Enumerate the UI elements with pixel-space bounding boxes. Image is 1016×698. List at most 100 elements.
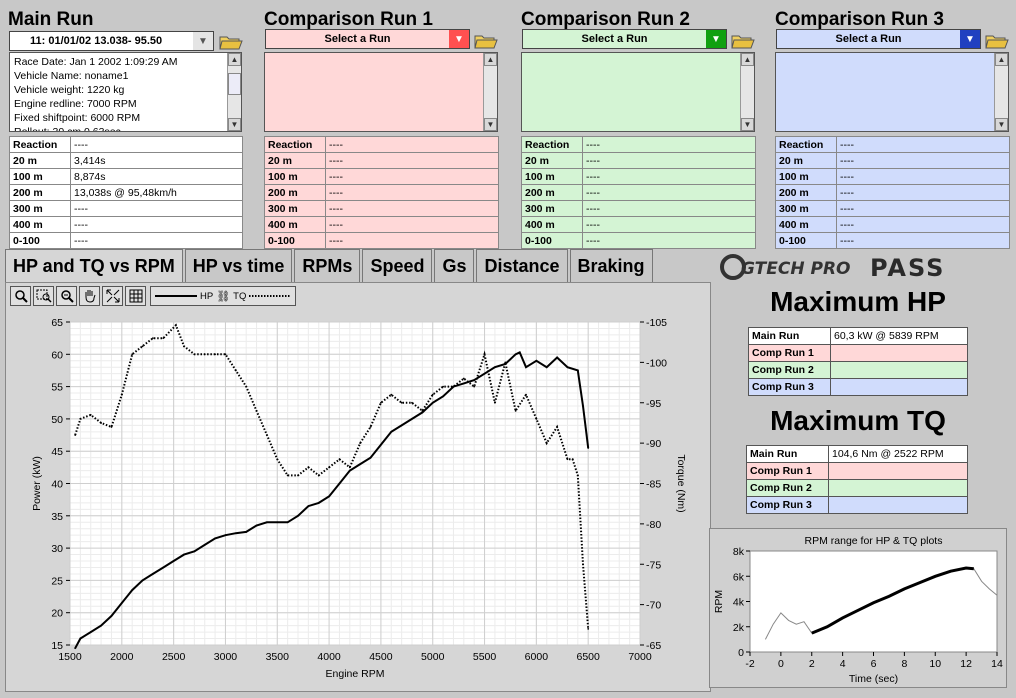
chevron-down-icon[interactable]: ▼ <box>706 30 726 48</box>
chevron-down-icon[interactable]: ▼ <box>449 30 469 48</box>
comparison-run-selector[interactable]: Select a Run ▼ <box>265 29 470 49</box>
x-tick-label: 4500 <box>369 651 393 663</box>
tab-gs[interactable]: Gs <box>434 249 475 283</box>
info-scrollbar[interactable]: ▲ ▼ <box>740 53 754 131</box>
x-tick-label: 5500 <box>473 651 497 663</box>
scroll-down-icon[interactable]: ▼ <box>741 118 754 131</box>
folder-open-icon[interactable] <box>984 30 1010 50</box>
info-scrollbar[interactable]: ▲ ▼ <box>483 53 497 131</box>
x-tick-label: 4000 <box>317 651 341 663</box>
comparison-run-info-box[interactable]: ▲ ▼ <box>521 52 755 132</box>
data-point-hp <box>286 521 289 524</box>
data-point-tq <box>556 426 558 428</box>
result-label: 400 m <box>9 216 71 233</box>
y2-tick-label: -75 <box>646 559 661 571</box>
data-point-tq <box>317 474 320 477</box>
data-point-tq <box>348 466 351 469</box>
x-tick-label: 3000 <box>214 651 238 663</box>
max-label: Main Run <box>746 445 829 463</box>
y-axis-label: RPM <box>713 590 725 613</box>
zoom-icon[interactable] <box>10 286 31 306</box>
rpm-range-chart[interactable]: RPM range for HP & TQ plots-2 0 2 4 6 8 10 12 14… <box>709 528 1007 688</box>
folder-open-icon[interactable] <box>218 31 244 51</box>
main-run-selector[interactable]: 11: 01/01/02 13.038- 95.50 ▼ <box>9 31 214 51</box>
zoom-out-icon[interactable] <box>56 286 77 306</box>
main-run-results-table: Reaction ---- 20 m 3,414s 100 m 8,874s 200 m 13… <box>9 136 243 249</box>
data-point-tq <box>483 353 486 356</box>
data-point-hp <box>576 369 579 372</box>
result-label: Reaction <box>264 136 326 153</box>
data-point-hp <box>494 366 496 369</box>
data-point-hp <box>245 531 248 533</box>
data-point-tq <box>328 466 330 469</box>
scroll-up-icon[interactable]: ▲ <box>484 53 497 66</box>
folder-open-icon[interactable] <box>730 30 756 50</box>
pan-hand-icon[interactable] <box>79 286 100 306</box>
result-value: ---- <box>325 136 499 153</box>
gtech-pass-logo: GTECH PRO PASS <box>715 252 1010 282</box>
chevron-down-icon[interactable]: ▼ <box>960 30 980 48</box>
data-point-hp <box>183 553 185 556</box>
data-point-hp <box>390 430 393 433</box>
result-value: ---- <box>325 168 499 185</box>
comparison-run-selector[interactable]: Select a Run ▼ <box>522 29 727 49</box>
tab-hp-and-tq-vs-rpm[interactable]: HP and TQ vs RPM <box>5 249 183 283</box>
comparison-run-info-box[interactable]: ▲ ▼ <box>775 52 1009 132</box>
data-point-hp <box>214 537 216 540</box>
data-point-tq <box>193 353 196 356</box>
scroll-down-icon[interactable]: ▼ <box>228 118 241 131</box>
data-point-tq <box>566 458 569 461</box>
plot-legend[interactable]: HP ⛓ TQ <box>150 286 297 306</box>
y2-axis-label: Torque (Nm) <box>675 454 687 512</box>
result-label: 400 m <box>521 216 583 233</box>
scroll-up-icon[interactable]: ▲ <box>741 53 754 66</box>
result-label: 0-100 <box>9 232 71 249</box>
info-scrollbar[interactable]: ▲ ▼ <box>994 53 1008 131</box>
y-axis-label: Power (kW) <box>31 456 43 511</box>
info-line: Fixed shiftpoint: 6000 RPM <box>14 112 141 124</box>
data-point-hp <box>162 566 165 569</box>
zoom-rect-icon[interactable] <box>33 286 54 306</box>
max-hp-title: Maximum HP <box>770 286 946 317</box>
grid-icon[interactable] <box>125 286 146 306</box>
data-point-tq <box>431 393 434 396</box>
folder-open-icon[interactable] <box>473 30 499 50</box>
info-scrollbar[interactable]: ▲ ▼ <box>227 53 241 131</box>
max-tq-title: Maximum TQ <box>770 405 946 436</box>
autoscale-icon[interactable] <box>102 286 123 306</box>
scroll-down-icon[interactable]: ▼ <box>484 118 497 131</box>
tab-hp-vs-time[interactable]: HP vs time <box>184 249 293 283</box>
comparison-run-info-box[interactable]: ▲ ▼ <box>264 52 498 132</box>
max-row: Comp Run 2 <box>748 361 968 379</box>
hp-tq-chart[interactable]: 1500 2000 2500 3000 3500 4000 4500 5000 5500 6000… <box>10 310 705 688</box>
info-line: Vehicle Name: noname1 <box>14 70 129 82</box>
max-value <box>830 378 968 396</box>
scroll-thumb[interactable] <box>228 73 241 95</box>
data-point-tq <box>276 458 279 461</box>
scroll-up-icon[interactable]: ▲ <box>995 53 1008 66</box>
data-point-tq <box>110 426 113 428</box>
tab-bar: HP and TQ vs RPM HP vs time RPMs Speed Gs Dis… <box>5 249 711 283</box>
max-value: 104,6 Nm @ 2522 RPM <box>828 445 968 463</box>
result-row: 300 m ---- <box>264 200 499 217</box>
result-label: 0-100 <box>775 232 837 249</box>
data-point-hp <box>141 579 144 582</box>
tab-braking[interactable]: Braking <box>569 249 653 283</box>
tab-speed[interactable]: Speed <box>362 249 433 283</box>
result-label: 200 m <box>264 184 326 201</box>
x-tick-label: 2000 <box>110 651 134 663</box>
data-point-hp <box>276 521 279 524</box>
chevron-down-icon[interactable]: ▼ <box>193 32 213 50</box>
comparison-run-selector[interactable]: Select a Run ▼ <box>776 29 981 49</box>
tab-rpms[interactable]: RPMs <box>294 249 361 283</box>
data-point-tq <box>390 393 393 396</box>
scroll-down-icon[interactable]: ▼ <box>995 118 1008 131</box>
data-point-hp <box>587 447 590 449</box>
y2-tick-label: -80 <box>646 519 661 531</box>
data-point-hp <box>224 534 227 537</box>
tab-distance[interactable]: Distance <box>476 249 568 283</box>
main-run-info-box[interactable]: Race Date: Jan 1 2002 1:09:29 AM Vehicle … <box>9 52 242 132</box>
y2-tick-label: -100 <box>646 357 667 369</box>
result-label: Reaction <box>9 136 71 153</box>
scroll-up-icon[interactable]: ▲ <box>228 53 241 66</box>
